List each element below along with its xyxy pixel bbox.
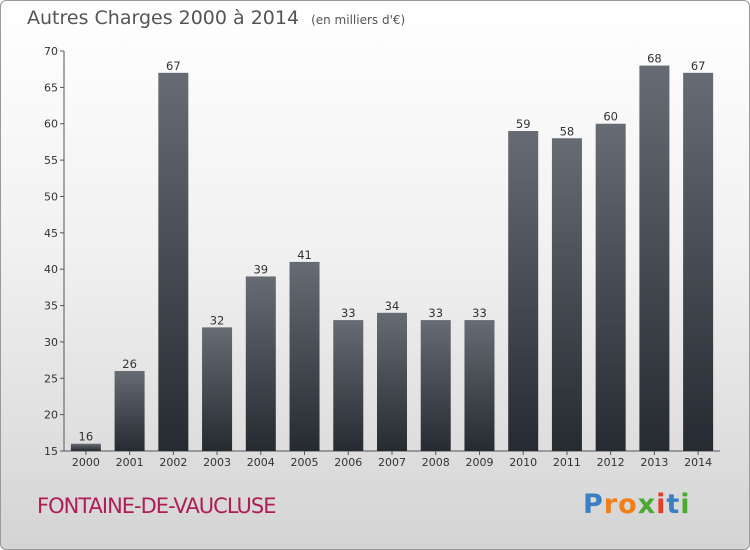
x-tick-label: 2002 [159,456,187,469]
bar-value-label: 68 [647,52,662,66]
x-tick-label: 2010 [509,456,537,469]
bar-value-label: 33 [341,306,356,320]
x-tick-label: 2009 [465,456,493,469]
logo-letter: t [666,489,681,520]
logo-letter: x [637,489,657,520]
y-tick-label: 20 [44,409,58,422]
bar-value-label: 16 [79,430,94,444]
y-tick-label: 25 [44,372,58,385]
logo-letter: i [656,489,667,520]
logo-letter: o [618,489,638,520]
bar [420,320,451,451]
bar-value-label: 67 [691,59,706,73]
bar [114,371,145,451]
chart-unit: (en milliers d'€) [311,13,406,27]
bar [377,312,407,451]
x-tick-label: 2014 [684,456,712,469]
y-tick-label: 50 [44,190,58,203]
bar [158,72,189,452]
chart-title-text: Autres Charges 2000 à 2014 [27,7,300,29]
bar-value-label: 58 [560,124,575,138]
y-tick-label: 40 [44,263,58,276]
bar-value-label: 33 [472,306,487,320]
x-tick-label: 2005 [291,456,319,469]
chart-title: Autres Charges 2000 à 2014 (en milliers d… [27,7,405,29]
bar [202,327,233,451]
bar [289,261,320,451]
bar [70,443,101,451]
x-tick-label: 2006 [334,456,362,469]
proxiti-logo: Proxiti [583,489,691,520]
x-tick-label: 2011 [553,456,581,469]
x-tick-label: 2012 [597,456,625,469]
y-tick-label: 45 [44,227,58,240]
bar-value-label: 59 [516,117,531,131]
y-tick-label: 15 [44,445,58,458]
bar-value-label: 33 [428,306,443,320]
bar-value-label: 26 [122,357,137,371]
bar [683,72,714,452]
y-tick-label: 35 [44,300,58,313]
bar [508,131,539,451]
bar-value-label: 60 [603,110,618,124]
bar [551,138,582,452]
x-tick-label: 2008 [422,456,450,469]
bar-value-label: 32 [210,313,225,327]
bar-value-label: 34 [385,299,400,313]
x-tick-label: 2013 [640,456,668,469]
logo-letter: r [603,489,619,520]
y-tick-label: 30 [44,336,58,349]
x-tick-label: 2000 [72,456,100,469]
y-tick-label: 65 [44,81,58,94]
x-tick-label: 2004 [247,456,275,469]
bar [245,276,276,451]
bar [333,320,364,451]
logo-letter: P [583,489,604,520]
commune-name: FONTAINE-DE-VAUCLUSE [37,494,276,518]
y-tick-label: 55 [44,154,58,167]
bar-value-label: 41 [297,248,312,262]
y-tick-label: 60 [44,118,58,131]
bar [464,320,495,451]
x-tick-label: 2003 [203,456,231,469]
x-tick-label: 2001 [116,456,144,469]
bar [639,65,670,451]
bar-value-label: 67 [166,59,181,73]
bar-value-label: 39 [253,262,268,276]
bar [595,123,626,452]
logo-letter: i [680,489,691,520]
x-tick-label: 2007 [378,456,406,469]
y-tick-label: 70 [44,45,58,58]
